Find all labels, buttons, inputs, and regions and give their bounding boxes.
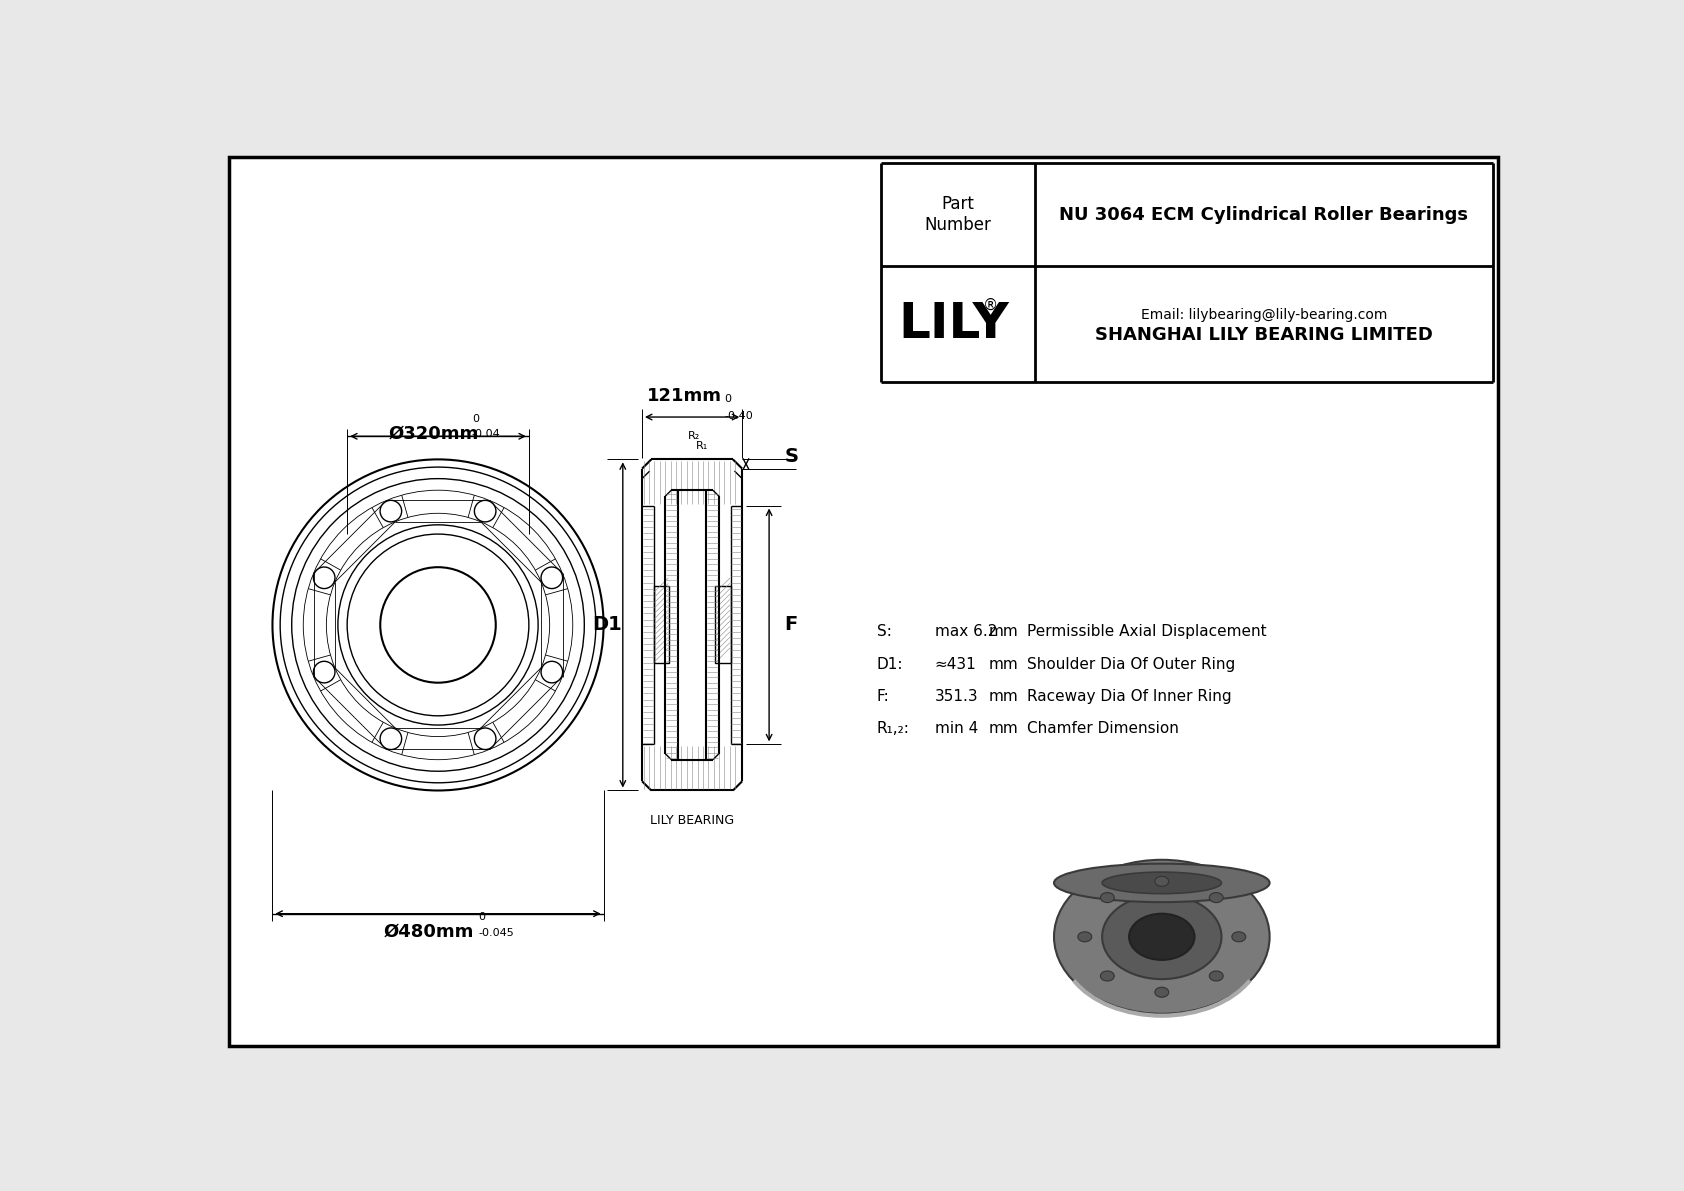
Text: D1: D1 bbox=[593, 616, 623, 635]
Text: Chamfer Dimension: Chamfer Dimension bbox=[1027, 722, 1179, 736]
Ellipse shape bbox=[1100, 892, 1115, 903]
Text: S:: S: bbox=[877, 624, 893, 640]
Text: 0: 0 bbox=[472, 414, 478, 424]
Text: mm: mm bbox=[989, 690, 1019, 704]
Text: S: S bbox=[785, 447, 798, 466]
Text: Email: lilybearing@lily-bearing.com: Email: lilybearing@lily-bearing.com bbox=[1140, 308, 1388, 322]
Text: -0.04: -0.04 bbox=[472, 430, 500, 439]
Ellipse shape bbox=[1155, 877, 1169, 886]
Text: max 6.2: max 6.2 bbox=[935, 624, 997, 640]
Text: mm: mm bbox=[989, 722, 1019, 736]
Text: -0.40: -0.40 bbox=[724, 411, 753, 420]
Text: 0: 0 bbox=[724, 394, 731, 404]
Text: Ø480mm: Ø480mm bbox=[384, 923, 473, 941]
Text: R₁,₂:: R₁,₂: bbox=[877, 722, 909, 736]
Ellipse shape bbox=[1054, 860, 1270, 1014]
Text: Ø320mm: Ø320mm bbox=[389, 425, 478, 443]
Text: R₁: R₁ bbox=[695, 441, 709, 450]
Ellipse shape bbox=[1100, 971, 1115, 981]
Ellipse shape bbox=[1101, 872, 1221, 893]
Ellipse shape bbox=[1054, 863, 1270, 902]
Ellipse shape bbox=[1101, 894, 1221, 979]
Ellipse shape bbox=[1128, 913, 1194, 960]
Bar bbox=[653, 586, 669, 663]
Text: 121mm: 121mm bbox=[647, 387, 722, 405]
Text: LILY: LILY bbox=[899, 300, 1009, 348]
Text: 351.3: 351.3 bbox=[935, 690, 978, 704]
Ellipse shape bbox=[1209, 892, 1223, 903]
Text: 0: 0 bbox=[478, 912, 485, 922]
Text: D1:: D1: bbox=[877, 656, 903, 672]
Text: ®: ® bbox=[982, 298, 997, 313]
Text: R₂: R₂ bbox=[689, 431, 701, 442]
Text: -0.045: -0.045 bbox=[478, 928, 514, 937]
Text: ≈431: ≈431 bbox=[935, 656, 977, 672]
Text: SHANGHAI LILY BEARING LIMITED: SHANGHAI LILY BEARING LIMITED bbox=[1095, 326, 1433, 344]
Text: NU 3064 ECM Cylindrical Roller Bearings: NU 3064 ECM Cylindrical Roller Bearings bbox=[1059, 206, 1468, 224]
Text: Raceway Dia Of Inner Ring: Raceway Dia Of Inner Ring bbox=[1027, 690, 1231, 704]
Ellipse shape bbox=[1078, 931, 1091, 942]
Text: mm: mm bbox=[989, 624, 1019, 640]
Ellipse shape bbox=[1155, 987, 1169, 997]
Text: LILY BEARING: LILY BEARING bbox=[650, 813, 734, 827]
Ellipse shape bbox=[1233, 931, 1246, 942]
Text: mm: mm bbox=[989, 656, 1019, 672]
Ellipse shape bbox=[1209, 971, 1223, 981]
Text: Shoulder Dia Of Outer Ring: Shoulder Dia Of Outer Ring bbox=[1027, 656, 1236, 672]
Bar bbox=[716, 586, 731, 663]
Text: Permissible Axial Displacement: Permissible Axial Displacement bbox=[1027, 624, 1266, 640]
Text: Part
Number: Part Number bbox=[925, 195, 992, 233]
Text: F: F bbox=[785, 616, 798, 635]
Text: F:: F: bbox=[877, 690, 889, 704]
Text: min 4: min 4 bbox=[935, 722, 978, 736]
